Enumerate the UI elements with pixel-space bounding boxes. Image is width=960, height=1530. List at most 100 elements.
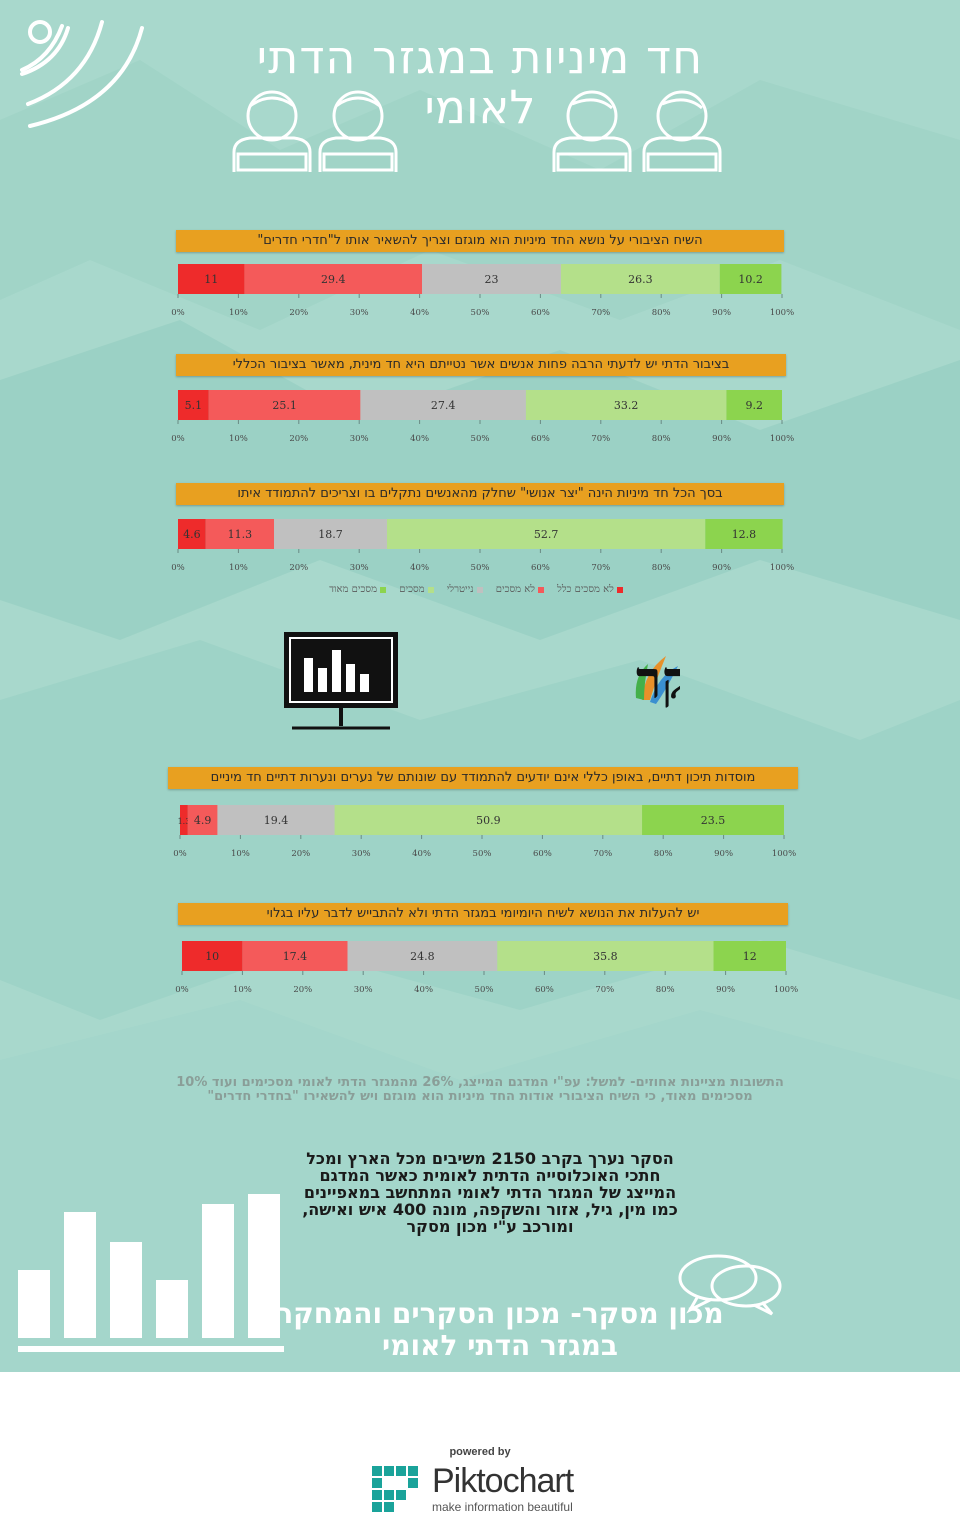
axis-tick-label: 20% (291, 849, 310, 859)
axis-tick-label: 0% (171, 308, 185, 318)
chart-2-bars: 5.1 25.1 27.4 33.2 9.2 0% 10% 20% 30% 40% 50% 60% 70… (171, 390, 794, 444)
chart-4-bars: 1.3 4.9 19.4 50.9 23.5 0% 10% 20% 30% 40% 50% 60% 70… (173, 805, 796, 859)
chart-1-bars: 11 29.4 23 26.3 10.2 0% 10% 20% 30% 40% 50% 60% 70% 8… (171, 264, 794, 318)
bar-segment-neutral (217, 805, 335, 835)
bar-segment-disagree (205, 519, 275, 549)
piktochart-tagline: make information beautiful (432, 1500, 573, 1514)
bar-segment-agree (334, 805, 643, 835)
bar-segment-strongly-disagree (178, 390, 209, 420)
piktochart-logo-icon (372, 1466, 418, 1512)
infographic-poster: חד מיניות במגזר הדתי לאומי השיח הציבורי … (0, 0, 960, 1372)
bar-segment-neutral (360, 390, 526, 420)
bar-segment-disagree (187, 805, 218, 835)
bar-value-label: 29.4 (321, 273, 346, 286)
axis-tick-label: 30% (350, 563, 369, 573)
footer-title: מכון מסקר- מכון הסקרים והמחקר במגזר הדתי… (276, 1297, 724, 1362)
bar-value-label: 33.2 (614, 399, 639, 412)
axis-tick-label: 80% (652, 434, 671, 444)
axis-tick-label: 10% (229, 308, 248, 318)
axis-tick-label: 50% (475, 985, 494, 995)
bar-value-label: 26.3 (628, 273, 653, 286)
axis-tick-label: 90% (712, 563, 731, 573)
bar-value-label: 24.8 (410, 950, 435, 963)
bar-segment-strongly-agree (705, 519, 783, 549)
bar-value-label: 25.1 (272, 399, 297, 412)
axis-tick-label: 60% (531, 563, 550, 573)
bar-value-label: 11 (204, 273, 218, 286)
axis-tick-label: 20% (289, 308, 308, 318)
axis-tick-label: 30% (352, 849, 371, 859)
axis-tick-label: 80% (656, 985, 675, 995)
piktochart-badge[interactable]: powered by Piktochart make information b… (340, 1440, 620, 1520)
legend-item-agree: מסכים (399, 584, 434, 595)
axis-tick-label: 50% (471, 563, 490, 573)
chart-5-bars: 10 17.4 24.8 35.8 12 0% 10% 20% 30% 40% 50% 60% 70% 8… (175, 941, 798, 995)
chart-4-title: מוסדות תיכון דתיים, באופן כללי אינם יודע… (168, 767, 798, 789)
axis-tick-label: 50% (471, 434, 490, 444)
axis-tick-label: 80% (654, 849, 673, 859)
axis-tick-label: 10% (229, 563, 248, 573)
bar-value-label: 11.3 (228, 528, 253, 541)
legend-swatch (427, 586, 434, 593)
axis-tick-label: 70% (591, 308, 610, 318)
bar-chart-icon (18, 1194, 284, 1352)
axis-tick-label: 0% (171, 563, 185, 573)
chart-human-drive: בסך הכל חד מיניות הינה "יצר אנושי" שחלק … (171, 483, 794, 575)
bar-value-label: 52.7 (534, 528, 559, 541)
chart-3-title: בסך הכל חד מיניות הינה "יצר אנושי" שחלק … (176, 483, 784, 505)
axis-tick-label: 10% (233, 985, 252, 995)
legend-label: נייטרלי (446, 584, 474, 595)
axis-tick-label: 90% (714, 849, 733, 859)
survey-method-text: הסקר נערך בקרב 2150 משיבים מכל הארץ ומכל… (302, 1149, 678, 1236)
axis-tick-label: 100% (770, 563, 794, 573)
chart-raise-topic: יש להעלות את הנושא לשיח היומיומי במגזר ה… (175, 903, 798, 997)
legend-swatch (537, 586, 544, 593)
axis-tick-label: 80% (652, 563, 671, 573)
chart-3-bars: 4.6 11.3 18.7 52.7 12.8 0% 10% 20% 30% 40% 50% 60% 7… (171, 519, 794, 573)
bar-value-label: 4.9 (194, 814, 212, 827)
legend-label: לא מסכים כלל (557, 584, 614, 595)
axis-tick-label: 0% (173, 849, 187, 859)
axis-tick-label: 90% (712, 434, 731, 444)
bar-segment-neutral (274, 519, 387, 549)
legend-swatch (476, 586, 483, 593)
powered-by-label: powered by (449, 1446, 511, 1458)
bar-value-label: 19.4 (264, 814, 289, 827)
chart-1-title: השיח הציבורי על נושא החד מיניות הוא מוגז… (176, 230, 784, 252)
chart-public-discourse: השיח הציבורי על נושא החד מיניות הוא מוגז… (171, 230, 794, 322)
axis-tick-label: 40% (412, 849, 431, 859)
bar-segment-strongly-disagree (182, 941, 243, 971)
explanatory-note: התשובות מציינות אחוזים- למשל: עפ"י המדגם… (176, 1075, 784, 1104)
bar-value-label: 1.3 (178, 817, 191, 826)
axis-tick-label: 20% (293, 985, 312, 995)
axis-tick-label: 50% (473, 849, 492, 859)
chart-2-title: בציבור הדתי יש לדעתי הרבה פחות אנשים אשר… (176, 354, 786, 376)
bar-value-label: 10.2 (738, 273, 763, 286)
axis-tick-label: 90% (712, 308, 731, 318)
bar-value-label: 18.7 (318, 528, 343, 541)
axis-tick-label: 80% (652, 308, 671, 318)
legend-swatch (380, 586, 387, 593)
bar-value-label: 10 (205, 950, 219, 963)
axis-tick-label: 50% (471, 308, 490, 318)
bar-segment-strongly-agree (642, 805, 784, 835)
chart-high-schools: מוסדות תיכון דתיים, באופן כללי אינם יודע… (168, 767, 798, 861)
wifi-doodle-icon (20, 20, 144, 128)
bar-value-label: 23 (484, 273, 498, 286)
legend-item-neutral: נייטרלי (447, 584, 483, 595)
bar-segment-neutral (347, 941, 498, 971)
bar-segment-agree (560, 264, 720, 294)
bar-segment-agree (525, 390, 727, 420)
axis-tick-label: 100% (770, 434, 794, 444)
axis-tick-label: 60% (533, 849, 552, 859)
axis-tick-label: 70% (593, 849, 612, 859)
bar-segment-strongly-agree (713, 941, 786, 971)
axis-tick-label: 40% (410, 434, 429, 444)
axis-tick-label: 70% (591, 434, 610, 444)
bar-value-label: 27.4 (431, 399, 456, 412)
legend-label: מסכים (399, 584, 425, 595)
axis-tick-label: 30% (350, 434, 369, 444)
bar-segment-disagree (242, 941, 348, 971)
bar-segment-neutral (422, 264, 561, 294)
bar-value-label: 23.5 (701, 814, 726, 827)
